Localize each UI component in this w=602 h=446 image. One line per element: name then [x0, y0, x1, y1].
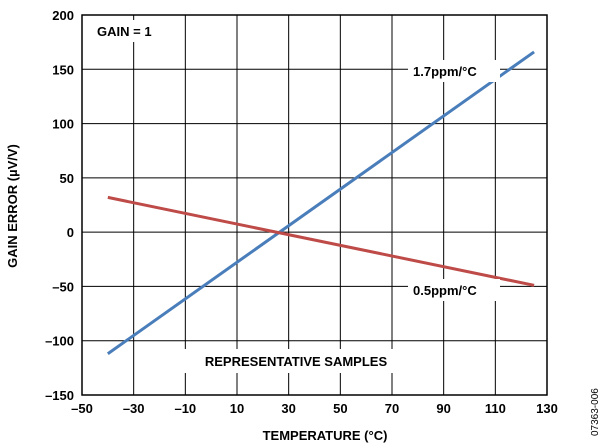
series-label-0-5ppm-text: 0.5ppm/°C	[413, 283, 477, 298]
y-tick-label: 150	[52, 62, 74, 77]
y-tick-label: 200	[52, 8, 74, 23]
series-label-1-7ppm-bg	[408, 60, 500, 82]
y-tick-label: 50	[60, 171, 74, 186]
y-axis-title: GAIN ERROR (µV/V)	[5, 144, 20, 268]
plot-frame	[81, 14, 548, 396]
x-tick-label: –10	[174, 401, 196, 416]
series-line-0-5ppm	[107, 195, 535, 287]
gain-annotation-text: GAIN = 1	[97, 24, 152, 39]
x-tick-label: 10	[230, 401, 244, 416]
y-tick-label: 0	[67, 225, 74, 240]
x-tick-labels: –50 –30 –10 10 30 50 70 90 110 130	[71, 401, 558, 416]
x-tick-label: 50	[333, 401, 347, 416]
data-series	[106, 50, 535, 355]
x-tick-label: –50	[71, 401, 93, 416]
gain-annotation: GAIN = 1	[89, 20, 175, 42]
series-line-1-7ppm	[106, 50, 535, 355]
series-label-1-7ppm: 1.7ppm/°C	[408, 60, 500, 82]
samples-annotation: REPRESENTATIVE SAMPLES	[174, 349, 418, 373]
y-tick-label: –150	[45, 388, 74, 403]
x-tick-label: 90	[436, 401, 450, 416]
samples-annotation-text: REPRESENTATIVE SAMPLES	[205, 354, 388, 369]
x-tick-label: 30	[281, 401, 295, 416]
samples-annotation-bg	[174, 349, 418, 373]
y-tick-label: –100	[45, 334, 74, 349]
y-tick-label: 100	[52, 117, 74, 132]
x-tick-label: 130	[536, 401, 558, 416]
x-tick-label: –30	[123, 401, 145, 416]
series-label-0-5ppm: 0.5ppm/°C	[408, 279, 500, 301]
x-axis-title: TEMPERATURE (°C)	[263, 428, 388, 443]
series-label-0-5ppm-bg	[408, 279, 500, 301]
x-tick-label: 110	[485, 401, 506, 416]
y-tick-labels: 200 150 100 50 0 –50 –100 –150	[45, 8, 74, 403]
gain-annotation-bg	[89, 20, 175, 42]
y-tick-label: –50	[52, 279, 74, 294]
x-tick-label: 70	[385, 401, 399, 416]
figure-code: 07363-006	[590, 388, 601, 436]
series-label-1-7ppm-text: 1.7ppm/°C	[413, 64, 477, 79]
